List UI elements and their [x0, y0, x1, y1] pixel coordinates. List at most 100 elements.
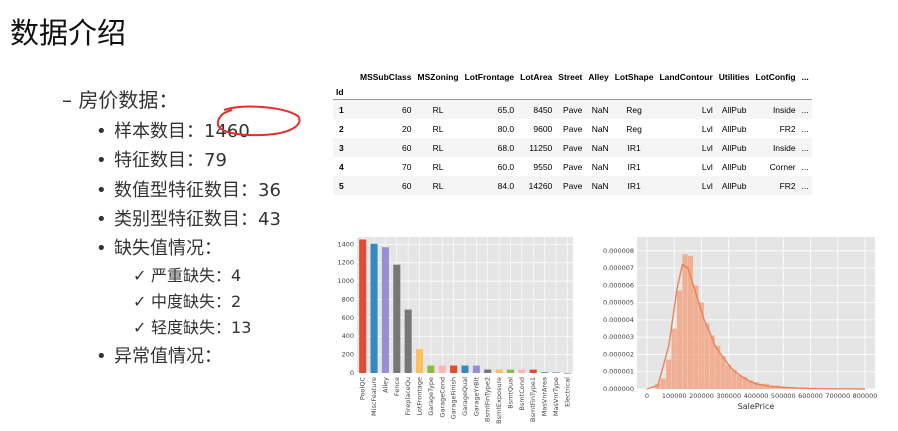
y-tick-label: 0.000006 — [603, 281, 634, 289]
x-tick-label: MiscFeature — [370, 377, 378, 416]
table-cell: RL — [432, 161, 444, 172]
y-tick-label: 0.000005 — [603, 299, 634, 307]
y-tick-label: 0.000003 — [603, 333, 634, 341]
x-tick-label: GarageType — [427, 377, 435, 416]
table-cell: AllPub — [721, 161, 747, 172]
column-header: ... — [801, 71, 809, 82]
table-cell: 60 — [402, 142, 412, 153]
table-cell: AllPub — [721, 123, 747, 134]
histogram-bar — [780, 387, 786, 389]
saleprice-distribution-chart: 0.000000 0.000001 0.000002 0.000003 0.000004… — [603, 237, 877, 411]
column-header: LotFrontage — [464, 71, 515, 82]
item-label: 类别型特征数目： — [114, 209, 258, 230]
y-tick-label: 0.000000 — [603, 385, 634, 393]
bullet-icon: • — [96, 238, 107, 259]
histogram-bar — [753, 382, 759, 389]
bar — [404, 309, 412, 373]
table-cell: FR2 — [779, 123, 796, 134]
column-header: LotConfig — [755, 71, 796, 82]
histogram-bar — [736, 375, 743, 389]
histogram-bar — [747, 380, 753, 389]
x-tick-label: MasVnrType — [552, 377, 560, 416]
bar — [393, 264, 401, 373]
histogram-bar — [666, 359, 672, 389]
column-header: LotShape — [614, 71, 654, 82]
y-tick-label: 0.000008 — [603, 247, 634, 255]
table-row: 2 20 RL 80.0 9600 Pave NaN Reg Lvl AllPu… — [333, 119, 812, 138]
table-cell: AllPub — [721, 142, 747, 153]
sublist-item-mild-missing: ✓ 轻度缺失：13 — [133, 314, 251, 338]
table-row: 5 60 RL 84.0 14260 Pave NaN IR1 Lvl AllP… — [333, 176, 812, 195]
item-label: 严重缺失： — [151, 266, 232, 285]
item-label: 中度缺失： — [151, 292, 232, 311]
bar — [359, 239, 367, 373]
histogram-bar — [758, 383, 764, 389]
table-cell: ... — [801, 180, 809, 191]
histogram-bar — [720, 356, 726, 389]
table-row: 1 60 RL 65.0 8450 Pave NaN Reg Lvl AllPu… — [333, 99, 812, 119]
missing-values-bar-chart: 0 200 400 600 800 1000 1200 1400 PoolQC MiscFeatu… — [337, 237, 573, 424]
list-item-numeric-feature-count: • 数值型特征数目：36 — [96, 176, 281, 202]
x-tick-label: LotFrontage — [416, 377, 424, 416]
table-row: 4 70 RL 60.0 9550 Pave NaN IR1 Lvl AllPu… — [333, 157, 812, 176]
x-tick-label: 300000 — [716, 392, 741, 400]
item-label: 异常值情况： — [114, 346, 222, 367]
y-tick-label: 1400 — [337, 240, 354, 248]
checkmark-icon: ✓ — [133, 292, 147, 311]
histogram-bar — [731, 370, 737, 389]
bullet-icon: • — [96, 150, 107, 171]
table-cell: NaN — [591, 161, 609, 172]
item-label: 轻度缺失： — [151, 318, 232, 337]
table-cell: Pave — [563, 142, 583, 153]
item-label: 特征数目： — [114, 150, 204, 171]
table-cell: Lvl — [701, 142, 713, 153]
y-tick-label: 600 — [342, 314, 354, 322]
column-header: MSSubClass — [360, 71, 412, 82]
table-cell: AllPub — [721, 104, 747, 115]
table-cell: ... — [801, 142, 809, 153]
list-item-categorical-feature-count: • 类别型特征数目：43 — [96, 205, 281, 231]
table-cell: ... — [801, 161, 809, 172]
table-cell: 70 — [402, 161, 412, 172]
table-cell: 11250 — [529, 142, 553, 153]
table-cell: Inside — [772, 104, 796, 115]
item-value: 4 — [231, 266, 242, 285]
bar — [472, 365, 480, 373]
table-cell: Lvl — [701, 104, 713, 115]
y-tick-label: 200 — [342, 351, 354, 359]
bullet-icon: • — [96, 180, 107, 201]
table-cell: 60 — [402, 104, 412, 115]
column-header: Street — [558, 71, 583, 82]
bar — [381, 247, 389, 373]
y-tick-label: 0.000004 — [603, 316, 634, 324]
table-cell: NaN — [591, 123, 609, 134]
bullet-icon: • — [96, 209, 107, 230]
table-cell: IR1 — [627, 142, 641, 153]
table-cell: Inside — [772, 142, 796, 153]
table-cell: 8450 — [533, 104, 553, 115]
x-tick-label: MasVnrArea — [541, 377, 549, 416]
checkmark-icon: ✓ — [133, 318, 147, 337]
table-cell: Pave — [563, 180, 583, 191]
item-label: 缺失值情况： — [114, 238, 222, 259]
y-tick-label: 0.000007 — [603, 264, 634, 272]
table-cell: Reg — [626, 104, 642, 115]
table-cell: FR2 — [779, 180, 796, 191]
list-item-feature-count: • 特征数目：79 — [96, 146, 227, 172]
x-tick-label: BsmtExposure — [495, 377, 503, 424]
x-tick-label: Fence — [393, 377, 401, 396]
table-cell: RL — [432, 123, 444, 134]
x-tick-label: GarageYrBlt — [472, 377, 480, 417]
bullet-icon: • — [96, 121, 107, 142]
row-index: 1 — [339, 104, 344, 115]
x-tick-label: BsmtCond — [518, 377, 526, 411]
column-header: MSZoning — [417, 71, 459, 82]
column-header: LandContour — [659, 71, 713, 82]
row-index: 5 — [339, 180, 344, 191]
histogram-bar — [715, 345, 721, 389]
x-tick-label: 500000 — [771, 392, 796, 400]
x-axis-label: SalePrice — [738, 402, 775, 411]
histogram-bar — [698, 302, 704, 389]
item-label: 样本数目： — [114, 121, 204, 142]
table-cell: 60 — [402, 180, 412, 191]
